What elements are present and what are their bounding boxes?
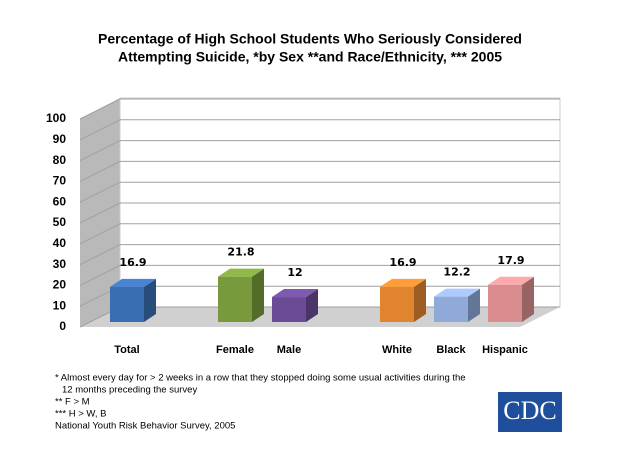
grid-line [79,202,560,224]
bar-top [434,288,480,297]
value-label: 12.2 [443,266,470,279]
value-label: 16.9 [389,256,416,269]
bar-top [110,278,156,287]
x-tick-label: White [382,344,412,356]
bar-top [218,268,264,277]
grid-line [79,181,560,203]
footnote: National Youth Risk Behavior Survey, 200… [55,421,235,432]
chart-title: Attempting Suicide, *by Sex **and Race/E… [118,49,502,65]
footnote: ** F > M [55,397,90,408]
bar-side [468,288,480,322]
bar-side [414,278,426,322]
footnote: 12 months preceding the survey [62,385,197,396]
y-tick-label: 90 [53,132,67,146]
y-tick-label: 50 [53,215,67,229]
footnote: *** H > W, B [55,409,106,420]
value-label: 12 [287,266,302,279]
grid-line [79,244,560,266]
bar-side [252,268,264,322]
y-tick-label: 60 [53,194,67,208]
bar-side [144,278,156,322]
bar-top [272,289,318,298]
bar [218,276,252,322]
grid-line [79,264,560,286]
grid-line [79,160,560,182]
bar [110,286,144,322]
footnote: * Almost every day for > 2 weeks in a ro… [55,373,466,384]
value-label: 21.8 [227,246,254,259]
bar [380,286,414,322]
grid-line [79,98,560,120]
y-tick-label: 40 [53,236,67,250]
y-tick-label: 20 [53,278,67,292]
x-tick-label: Male [277,344,301,356]
chart-title: Percentage of High School Students Who S… [98,31,522,47]
bar-top [488,276,534,285]
y-tick-label: 0 [59,319,66,333]
value-label: 17.9 [497,254,524,267]
bar [272,297,306,322]
bar-side [522,276,534,322]
value-label: 16.9 [119,256,146,269]
bar [434,296,468,322]
logo-text: CDC [503,396,556,425]
y-tick-label: 100 [46,111,66,125]
y-tick-label: 70 [53,174,67,188]
x-tick-label: Black [436,344,466,356]
grid-line [79,140,560,162]
logo-box [498,392,562,432]
bar-side [306,289,318,322]
cdc-logo: CDC [498,392,562,432]
y-tick-label: 10 [53,298,67,312]
bar-top [380,278,426,287]
x-tick-label: Female [216,344,254,356]
x-tick-label: Hispanic [482,344,528,356]
grid-line [79,223,560,245]
y-tick-label: 30 [53,257,67,271]
bar [488,284,522,322]
x-tick-label: Total [114,344,139,356]
y-tick-label: 80 [53,153,67,167]
grid-line [79,119,560,141]
